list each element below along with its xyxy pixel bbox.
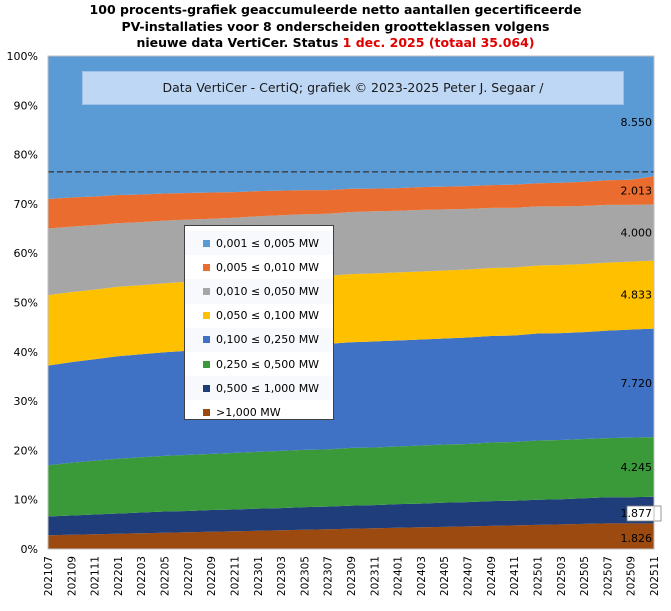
x-tick-label: 202507 (602, 556, 614, 596)
legend-swatch (203, 239, 210, 247)
x-tick-label: 202111 (90, 556, 102, 596)
status-date: 1 dec. 2025 (342, 35, 425, 50)
x-tick-label: 202303 (276, 556, 288, 596)
y-tick-label: 0% (21, 543, 38, 556)
x-tick-label: 202401 (393, 556, 405, 596)
end-value-label: 4.000 (621, 226, 653, 239)
y-tick-label: 60% (14, 247, 38, 260)
legend-item: 0,500 ≤ 1,000 MW (185, 376, 333, 401)
end-value-label: 8.550 (621, 116, 653, 129)
x-tick-label: 202501 (532, 556, 544, 596)
x-tick-label: 202409 (486, 556, 498, 596)
area-series-6 (48, 176, 654, 229)
x-tick-label: 202509 (626, 556, 638, 596)
legend-swatch (203, 408, 210, 416)
y-tick-label: 30% (14, 395, 38, 408)
series-areas (48, 56, 654, 549)
x-tick-label: 202205 (160, 556, 172, 596)
legend-label: 0,005 ≤ 0,010 MW (216, 260, 320, 274)
y-tick-label: 80% (14, 149, 38, 162)
legend-label: 0,250 ≤ 0,500 MW (216, 357, 320, 371)
legend-swatch (203, 360, 210, 368)
x-tick-label: 202305 (299, 556, 311, 596)
x-tick-label: 202411 (509, 556, 521, 596)
x-tick-label: 202405 (439, 556, 451, 596)
legend-swatch (203, 384, 210, 392)
y-tick-label: 70% (14, 198, 38, 211)
x-axis-ticks: 202107 202109 202111 202201 202203 202205 2022… (43, 556, 661, 596)
legend-item: >1,000 MW (185, 400, 333, 424)
legend-swatch (203, 287, 210, 295)
x-tick-label: 202307 (323, 556, 335, 596)
legend-swatch (203, 263, 210, 271)
x-tick-label: 202203 (136, 556, 148, 596)
end-value-label: 4.833 (621, 289, 653, 302)
x-tick-label: 202201 (113, 556, 125, 596)
legend-item: 0,005 ≤ 0,010 MW (185, 255, 333, 279)
legend-label: 0,050 ≤ 0,100 MW (216, 309, 320, 323)
x-tick-label: 202407 (463, 556, 475, 596)
x-tick-label: 202109 (66, 556, 78, 596)
x-tick-label: 202503 (556, 556, 568, 596)
x-tick-label: 202505 (579, 556, 591, 596)
y-tick-label: 50% (14, 297, 38, 310)
area-series-2 (48, 437, 654, 517)
x-tick-label: 202107 (43, 556, 55, 596)
end-label-box (626, 505, 662, 522)
legend-item: 0,001 ≤ 0,005 MW (185, 231, 333, 256)
legend-label: >1,000 MW (216, 405, 281, 419)
y-tick-label: 40% (14, 346, 38, 359)
x-tick-label: 202209 (206, 556, 218, 596)
end-value-label: 1.877 (621, 507, 653, 520)
x-tick-label: 202309 (346, 556, 358, 596)
chart-title: 100 procents-grafiek geaccumuleerde nett… (0, 2, 671, 52)
status-total: (totaal 35.064) (428, 35, 535, 50)
credit-banner: Data VertiCer - CertiQ; grafiek © 2023-2… (82, 71, 624, 105)
legend-swatch (203, 312, 210, 320)
x-tick-label: 202511 (649, 556, 661, 596)
x-tick-label: 202207 (183, 556, 195, 596)
area-series-0 (48, 523, 654, 549)
y-axis-ticks: 0% 10% 20% 30% 40% 50% 60% 70% 80% 90% 100% (7, 50, 38, 556)
end-value-label: 4.245 (621, 461, 653, 474)
legend-swatch (203, 336, 210, 344)
legend-label: 0,001 ≤ 0,005 MW (216, 236, 320, 250)
end-value-label: 7.720 (621, 377, 653, 390)
end-value-labels: 1.826 1.877 4.245 7.720 4.833 4.000 2.013 8.550 (621, 116, 662, 545)
plot-frame (47, 55, 655, 550)
x-tick-label: 202311 (369, 556, 381, 596)
legend-label: 0,100 ≤ 0,250 MW (216, 333, 320, 347)
legend-label: 0,500 ≤ 1,000 MW (216, 381, 320, 395)
x-tick-label: 202403 (416, 556, 428, 596)
y-tick-label: 10% (14, 494, 38, 507)
x-tick-label: 202301 (253, 556, 265, 596)
y-tick-label: 90% (14, 99, 38, 112)
legend-item: 0,100 ≤ 0,250 MW (185, 327, 333, 352)
end-value-label: 2.013 (621, 184, 653, 197)
legend-label: 0,010 ≤ 0,050 MW (216, 284, 320, 298)
title-line-1: 100 procents-grafiek geaccumuleerde nett… (89, 2, 582, 17)
legend: 0,001 ≤ 0,005 MW 0,005 ≤ 0,010 MW 0,010 ≤ … (184, 225, 334, 420)
x-tick-label: 202211 (229, 556, 241, 596)
legend-item: 0,250 ≤ 0,500 MW (185, 352, 333, 376)
end-value-label: 1.826 (621, 532, 653, 545)
legend-item: 0,010 ≤ 0,050 MW (185, 279, 333, 304)
y-tick-label: 20% (14, 444, 38, 457)
title-line-3-prefix: nieuwe data VertiCer. Status (136, 35, 343, 50)
y-tick-label: 100% (7, 50, 38, 63)
title-line-3: nieuwe data VertiCer. Status 1 dec. 2025… (0, 35, 671, 52)
legend-item: 0,050 ≤ 0,100 MW (185, 304, 333, 328)
area-series-1 (48, 496, 654, 536)
title-line-2: PV-installaties voor 8 onderscheiden gro… (121, 18, 550, 34)
